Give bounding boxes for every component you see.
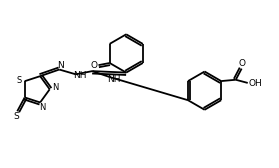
Text: O: O (239, 59, 246, 68)
Text: NH: NH (107, 75, 120, 84)
Text: N: N (57, 60, 63, 70)
Text: N: N (40, 103, 46, 112)
Text: O: O (90, 61, 97, 70)
Text: OH: OH (248, 79, 262, 88)
Text: S: S (13, 112, 19, 121)
Text: S: S (16, 76, 21, 85)
Text: N: N (52, 83, 59, 93)
Text: NH: NH (73, 71, 86, 80)
